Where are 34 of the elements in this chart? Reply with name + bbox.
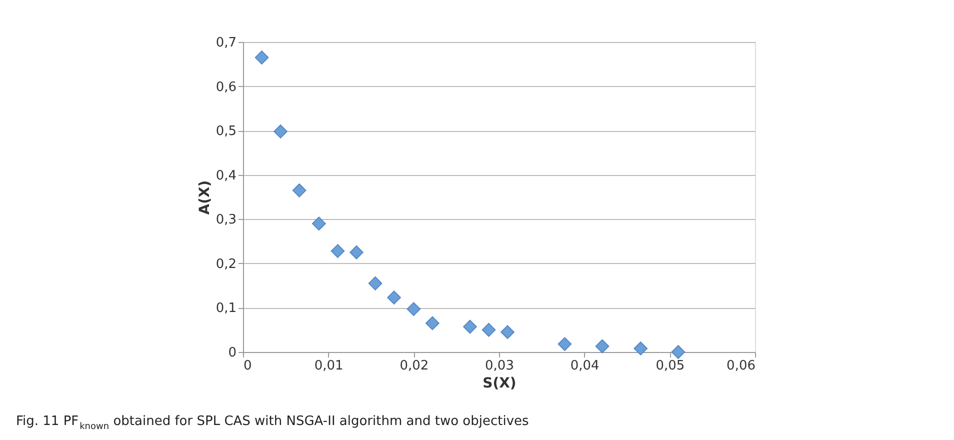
point (671, 345, 686, 359)
x-tick-label: 0,05 (656, 358, 685, 374)
y-tick-label: 0,3 (216, 212, 236, 228)
point (330, 244, 345, 258)
point (254, 50, 269, 64)
x-tick-label: 0 (244, 358, 252, 374)
point (350, 245, 364, 260)
y-tick-label: 0 (228, 346, 236, 360)
point (387, 290, 401, 304)
point (634, 342, 648, 356)
y-tick-label: 0,1 (216, 301, 236, 316)
y-tick-label: 0,7 (216, 36, 236, 50)
point (368, 276, 382, 290)
point (292, 183, 306, 198)
y-axis-title: A(X) (196, 180, 213, 215)
point (426, 316, 440, 330)
x-tick-label: 0,02 (400, 358, 429, 374)
y-tick-label: 0,2 (216, 256, 236, 272)
point (482, 322, 496, 337)
point (406, 302, 421, 316)
point (274, 124, 288, 138)
point (500, 325, 514, 339)
y-tick-label: 0,4 (216, 168, 236, 184)
y-tick-label: 0,5 (216, 124, 236, 140)
y-tick-label: 0,6 (216, 80, 236, 95)
x-tick-label: 0,04 (570, 358, 600, 374)
point (312, 216, 326, 230)
x-tick-label: 0,06 (726, 358, 756, 374)
point (463, 320, 477, 334)
x-tick-label: 0,01 (314, 358, 344, 374)
x-tick-label: 0,03 (485, 358, 514, 374)
x-axis-title: S(X) (482, 376, 516, 392)
point (558, 337, 572, 351)
point (595, 339, 610, 354)
